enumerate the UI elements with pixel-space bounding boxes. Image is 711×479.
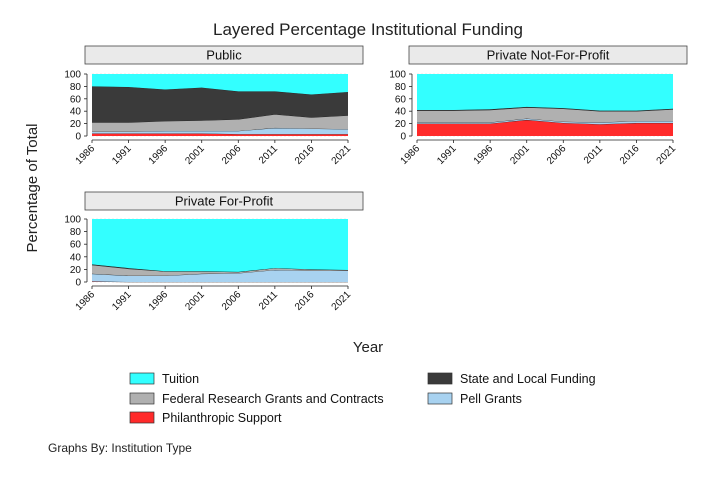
legend-label: Tuition [162,372,199,386]
x-tick-label: 1996 [147,289,171,313]
x-tick-label: 1996 [147,143,171,167]
figure-title: Layered Percentage Institutional Funding [213,20,523,39]
x-tick-label: 2021 [330,143,354,167]
x-tick-label: 2006 [220,143,244,167]
area-state_local [417,106,673,112]
area-federal [92,114,348,132]
x-tick-label: 2016 [293,143,317,167]
area-pell [417,118,673,125]
y-tick-label: 100 [64,215,81,226]
area-tuition [417,74,673,111]
y-tick-label: 20 [70,265,82,276]
area-federal [92,265,348,276]
x-tick-label: 1986 [399,143,423,167]
legend-item-state_local: State and Local Funding [427,372,596,386]
x-tick-label: 1991 [435,143,459,167]
graphs-by-note: Graphs By: Institution Type [48,441,192,455]
y-tick-label: 60 [395,94,407,105]
panel-header [84,191,364,211]
y-tick-label: 40 [395,107,407,118]
y-tick-label: 20 [70,119,82,130]
legend-swatch [129,392,155,405]
y-tick-label: 80 [70,227,82,238]
x-tick-label: 2001 [183,289,207,313]
x-tick-label: 2011 [257,143,280,166]
legend-label: Philanthropic Support [162,411,282,425]
x-axis-label: Year [353,339,383,356]
panel-title: Private Not-For-Profit [487,48,610,63]
x-tick-label: 2011 [582,143,605,166]
legend-swatch [129,372,155,385]
legend-swatch [129,411,155,424]
y-axis-label: Percentage of Total [24,124,41,253]
x-tick-label: 1996 [472,143,496,167]
y-tick-label: 40 [70,107,82,118]
legend-label: Pell Grants [460,392,522,406]
x-tick-label: 2016 [293,289,317,313]
legend-item-pell: Pell Grants [427,392,522,406]
legend-item-tuition: Tuition [129,372,199,386]
y-tick-label: 20 [395,119,407,130]
y-tick-label: 80 [70,82,82,93]
legend: Tuition State and Local Funding Federal Re… [129,372,596,425]
legend-item-philanthropic: Philanthropic Support [129,411,282,425]
area-pell [92,270,348,282]
legend-item-federal: Federal Research Grants and Contracts [129,392,384,406]
legend-swatch [427,372,453,385]
area-tuition [92,74,348,95]
y-tick-label: 60 [70,240,82,251]
panel-title: Public [206,48,242,63]
y-tick-label: 100 [389,70,406,81]
y-tick-label: 80 [395,82,407,93]
x-tick-label: 2001 [508,143,532,167]
y-tick-label: 100 [64,70,81,81]
y-tick-label: 0 [75,278,81,289]
x-tick-label: 2021 [330,289,354,313]
x-tick-label: 2016 [618,143,642,167]
y-tick-label: 40 [70,252,82,263]
x-tick-label: 2011 [257,289,280,312]
x-tick-label: 2006 [545,143,569,167]
x-tick-label: 1986 [74,289,98,313]
panel-header [84,45,364,65]
x-tick-label: 2001 [183,143,207,167]
x-tick-label: 1986 [74,143,98,167]
legend-swatch [427,392,453,405]
x-tick-label: 1991 [110,289,134,313]
legend-label: Federal Research Grants and Contracts [162,392,384,406]
x-tick-label: 1991 [110,143,134,167]
x-tick-label: 2006 [220,289,244,313]
y-tick-label: 0 [75,132,81,143]
legend-label: State and Local Funding [460,372,596,386]
y-tick-label: 60 [70,94,82,105]
area-tuition [92,219,348,272]
area-state_local [92,86,348,123]
panel-title: Private For-Profit [175,194,274,209]
y-tick-label: 0 [400,132,406,143]
x-tick-label: 2021 [655,143,679,167]
panel-header [408,45,688,65]
